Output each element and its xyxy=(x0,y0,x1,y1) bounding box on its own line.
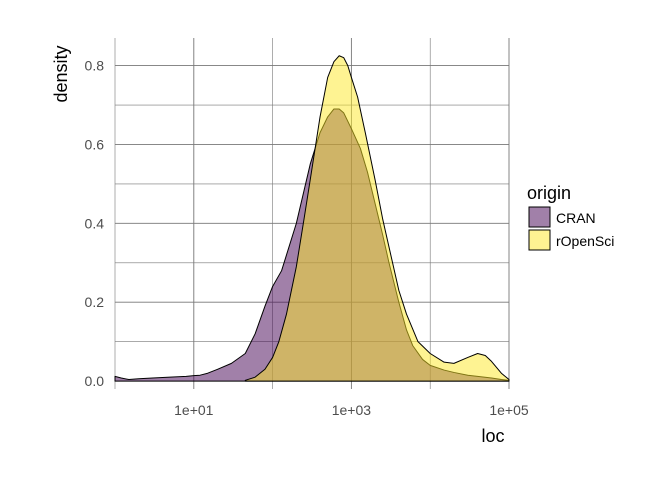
y-tick-labels: 0.0 0.2 0.4 0.6 0.8 xyxy=(85,58,105,390)
y-tick-label: 0.4 xyxy=(85,215,105,231)
legend-title: origin xyxy=(527,183,571,203)
x-axis-title: loc xyxy=(481,426,504,446)
y-tick-label: 0.8 xyxy=(85,58,105,74)
x-tick-label: 1e+01 xyxy=(174,402,214,418)
grid xyxy=(114,38,510,389)
y-tick-label: 0.6 xyxy=(85,136,105,152)
x-tick-label: 1e+03 xyxy=(332,402,372,418)
legend-key-cran xyxy=(528,206,551,228)
legend-label-ropensci: rOpenSci xyxy=(556,233,614,249)
series-layer xyxy=(114,55,510,382)
density-area-ropensci xyxy=(244,55,510,382)
legend-key-ropensci xyxy=(528,229,551,251)
legend-label-cran: CRAN xyxy=(556,210,596,226)
x-tick-labels: 1e+01 1e+03 1e+05 xyxy=(174,402,529,418)
x-tick-label: 1e+05 xyxy=(489,402,529,418)
y-tick-label: 0.0 xyxy=(85,373,105,389)
legend: origin CRAN rOpenSci xyxy=(527,183,614,251)
y-axis-title: density xyxy=(51,45,71,102)
y-tick-label: 0.2 xyxy=(85,294,105,310)
legend-items: CRAN rOpenSci xyxy=(528,206,614,251)
